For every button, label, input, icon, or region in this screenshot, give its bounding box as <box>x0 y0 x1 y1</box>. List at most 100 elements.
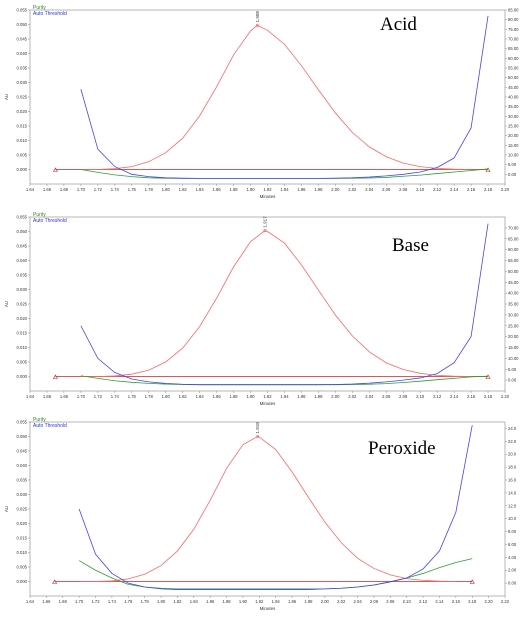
x-tick-label: 1.98 <box>314 394 323 399</box>
y-tick-label: 0.005 <box>17 153 28 158</box>
x-tick-label: 1.86 <box>213 394 222 399</box>
x-tick-label: 2.06 <box>382 394 391 399</box>
y2-tick-label: 70.00 <box>508 225 519 230</box>
y-tick-label: 0.015 <box>17 124 28 129</box>
y-tick-label: 0.010 <box>17 138 28 143</box>
y2-tick-label: 16.0 <box>508 478 517 483</box>
y-tick-label: 0.040 <box>17 258 28 263</box>
x-tick-label: 1.96 <box>297 394 306 399</box>
y2-tick-label: 45.00 <box>508 280 519 285</box>
x-tick-label: 1.88 <box>229 187 238 192</box>
x-tick-label: 1.66 <box>43 394 52 399</box>
y2-tick-label: 75.00 <box>508 27 519 32</box>
x-tick-label: 1.64 <box>26 394 35 399</box>
y-tick-label: 0.040 <box>17 463 28 468</box>
x-tick-label: 1.90 <box>246 394 255 399</box>
x-tick-label: 2.14 <box>450 394 459 399</box>
legend: Purity Auto Threshold <box>33 212 67 224</box>
x-axis-label: Minutes <box>260 194 277 199</box>
y2-tick-label: 25.00 <box>508 323 519 328</box>
x-tick-label: 2.20 <box>501 187 510 192</box>
x-tick-label: 2.12 <box>419 599 428 604</box>
series-line-purity <box>78 558 473 590</box>
x-tick-label: 2.18 <box>468 599 477 604</box>
x-tick-label: 1.68 <box>59 599 68 604</box>
y-tick-label: 0.005 <box>17 360 28 365</box>
y-tick-label: 0.015 <box>17 536 28 541</box>
x-tick-label: 1.90 <box>246 187 255 192</box>
y-tick-label: 0.055 <box>17 215 28 220</box>
y2-tick-label: 18.0 <box>508 465 517 470</box>
y2-tick-label: 65.00 <box>508 46 519 51</box>
x-tick-label: 1.74 <box>108 599 117 604</box>
baseline-marker <box>485 167 491 172</box>
x-tick-label: 1.98 <box>314 187 323 192</box>
y-tick-label: 0.050 <box>17 22 28 27</box>
x-tick-label: 1.92 <box>263 394 272 399</box>
x-tick-label: 2.10 <box>416 187 425 192</box>
x-tick-label: 2.02 <box>337 599 346 604</box>
x-tick-label: 1.64 <box>26 599 35 604</box>
y-tick-label: 0.030 <box>17 287 28 292</box>
x-tick-label: 1.94 <box>280 187 289 192</box>
y2-tick-label: 35.00 <box>508 302 519 307</box>
x-tick-label: 1.96 <box>288 599 297 604</box>
x-tick-label: 2.14 <box>435 599 444 604</box>
peak-label: 1.918 <box>255 422 260 434</box>
y2-tick-label: 0.00 <box>508 172 517 177</box>
y2-tick-label: 5.00 <box>508 162 517 167</box>
y2-tick-label: 10.00 <box>508 153 519 158</box>
x-tick-label: 1.98 <box>304 599 313 604</box>
y2-tick-label: 0.00 <box>508 378 517 383</box>
y2-tick-label: 14.0 <box>508 490 517 495</box>
x-tick-label: 2.06 <box>382 187 391 192</box>
x-tick-label: 2.16 <box>467 187 476 192</box>
plot-frame <box>29 9 506 185</box>
y-tick-label: 0.050 <box>17 434 28 439</box>
y-tick-label: 0.055 <box>17 8 28 13</box>
x-tick-label: 1.86 <box>206 599 215 604</box>
x-tick-label: 2.10 <box>416 394 425 399</box>
x-tick-label: 1.78 <box>145 187 154 192</box>
x-tick-label: 1.80 <box>157 599 166 604</box>
x-axis-label: Minutes <box>260 606 277 611</box>
y-axis-label: AU <box>4 94 9 100</box>
series-line-threshold <box>78 425 473 590</box>
x-tick-label: 2.08 <box>399 394 408 399</box>
y2-tick-label: 60.00 <box>508 56 519 61</box>
y2-tick-label: 85.00 <box>508 8 519 13</box>
y-tick-label: 0.030 <box>17 80 28 85</box>
x-tick-label: 1.92 <box>263 187 272 192</box>
y2-tick-label: 12.0 <box>508 503 517 508</box>
legend-auto-threshold: Auto Threshold <box>33 423 67 429</box>
x-tick-label: 1.64 <box>26 187 35 192</box>
chart-title: Acid <box>380 14 417 35</box>
y2-tick-label: 40.00 <box>508 95 519 100</box>
y-tick-label: 0.020 <box>17 521 28 526</box>
y2-tick-label: 22.0 <box>508 439 517 444</box>
legend-purity: Purity <box>33 212 46 218</box>
y-tick-label: 0.000 <box>17 374 28 379</box>
y-tick-label: 0.025 <box>17 95 28 100</box>
x-tick-label: 1.70 <box>77 394 86 399</box>
x-tick-label: 1.72 <box>91 599 100 604</box>
x-tick-label: 1.78 <box>145 394 154 399</box>
x-tick-label: 2.08 <box>386 599 395 604</box>
y2-tick-label: 45.00 <box>508 85 519 90</box>
x-tick-label: 2.00 <box>331 187 340 192</box>
legend-auto-threshold: Auto Threshold <box>33 218 67 224</box>
y-axis-label: AU <box>4 506 9 512</box>
x-tick-label: 2.04 <box>354 599 363 604</box>
y-tick-label: 0.045 <box>17 449 28 454</box>
y2-tick-label: 2.00 <box>508 568 517 573</box>
x-axis-label: Minutes <box>260 401 277 406</box>
y2-tick-label: 55.00 <box>508 258 519 263</box>
series-line-purity <box>80 375 489 386</box>
chart-peroxide: 0.000 0.005 0.010 0.015 0.020 0.025 0.030 0.035… <box>4 420 517 612</box>
y2-tick-label: 20.0 <box>508 452 517 457</box>
chart-title: Base <box>392 235 429 256</box>
x-tick-label: 2.16 <box>467 394 476 399</box>
y-tick-label: 0.000 <box>17 579 28 584</box>
y-tick-label: 0.050 <box>17 229 28 234</box>
y2-tick-label: 10.0 <box>508 516 517 521</box>
